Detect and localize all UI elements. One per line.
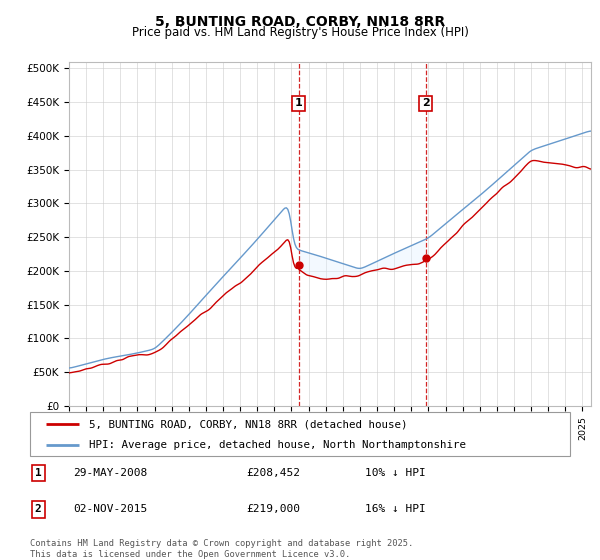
FancyBboxPatch shape <box>30 412 570 456</box>
Text: 1: 1 <box>295 99 302 109</box>
Text: 5, BUNTING ROAD, CORBY, NN18 8RR: 5, BUNTING ROAD, CORBY, NN18 8RR <box>155 15 445 29</box>
Text: 2: 2 <box>422 99 430 109</box>
Text: Price paid vs. HM Land Registry's House Price Index (HPI): Price paid vs. HM Land Registry's House … <box>131 26 469 39</box>
Text: 02-NOV-2015: 02-NOV-2015 <box>73 505 148 515</box>
Text: 29-MAY-2008: 29-MAY-2008 <box>73 468 148 478</box>
Text: 1: 1 <box>35 468 41 478</box>
Text: 10% ↓ HPI: 10% ↓ HPI <box>365 468 425 478</box>
Text: 16% ↓ HPI: 16% ↓ HPI <box>365 505 425 515</box>
Text: 2: 2 <box>35 505 41 515</box>
Text: 5, BUNTING ROAD, CORBY, NN18 8RR (detached house): 5, BUNTING ROAD, CORBY, NN18 8RR (detach… <box>89 419 408 429</box>
Text: HPI: Average price, detached house, North Northamptonshire: HPI: Average price, detached house, Nort… <box>89 440 466 450</box>
Text: Contains HM Land Registry data © Crown copyright and database right 2025.
This d: Contains HM Land Registry data © Crown c… <box>30 539 413 559</box>
Text: £219,000: £219,000 <box>246 505 300 515</box>
Text: £208,452: £208,452 <box>246 468 300 478</box>
